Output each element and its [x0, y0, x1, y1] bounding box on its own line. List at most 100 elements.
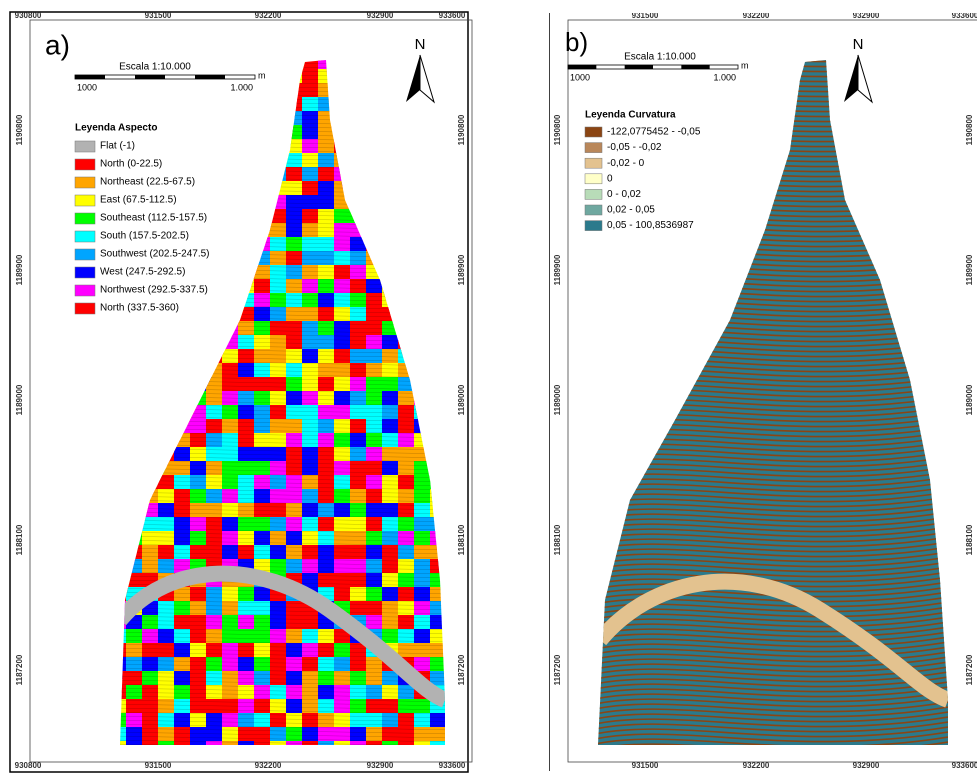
x-coordinate-label: 932900 — [367, 761, 394, 770]
scale-right-label: 1.000 — [713, 72, 736, 82]
x-coordinate-label: 930800 — [15, 761, 42, 770]
y-coordinate-label: 1188100 — [553, 524, 562, 555]
aspect-patch — [366, 699, 383, 714]
y-coordinate-label: 1189900 — [15, 254, 24, 285]
aspect-patch — [190, 489, 207, 503]
scale-segment — [135, 75, 165, 79]
legend-label: Northwest (292.5-337.5) — [100, 285, 208, 296]
legend-label: Northeast (22.5-67.5) — [100, 177, 195, 188]
legend-swatch — [75, 141, 95, 152]
x-coordinate-label: 933600 — [439, 11, 466, 20]
x-coordinate-label: 931500 — [145, 11, 172, 20]
x-coordinate-label: 931500 — [145, 761, 172, 770]
y-coordinate-label: 1189000 — [553, 384, 562, 415]
legend-swatch — [585, 127, 602, 137]
scale-segment — [195, 75, 225, 79]
map-panel: 930800 931500 932200 932900 933600 930800 9315… — [10, 11, 472, 772]
scale-unit: m — [741, 60, 749, 70]
legend-label: 0 — [607, 173, 613, 184]
legend-label: Flat (-1) — [100, 141, 135, 152]
scale-segment — [625, 65, 653, 69]
x-coordinate-label: 931500 — [632, 11, 659, 20]
aspect-patch — [350, 321, 368, 335]
aspect-patch — [286, 447, 303, 463]
aspect-patch — [158, 629, 177, 644]
aspect-patch — [334, 671, 352, 685]
scale-segment — [75, 75, 105, 79]
y-coordinate-label: 1187200 — [457, 654, 466, 685]
y-coordinate-label: 1188100 — [15, 524, 24, 555]
scale-left-label: 1000 — [77, 82, 97, 92]
legend-label: 0,02 - 0,05 — [607, 205, 655, 216]
y-coordinate-label: 1189000 — [965, 384, 974, 415]
scale-right-label: 1.000 — [230, 82, 253, 92]
scale-segment — [681, 65, 709, 69]
aspect-patch — [366, 727, 384, 741]
y-coordinate-label: 1190800 — [553, 114, 562, 145]
aspect-patch — [318, 475, 335, 491]
legend-swatch — [75, 159, 95, 170]
aspect-patch — [270, 699, 287, 714]
scale-unit: m — [258, 70, 266, 80]
aspect-patch — [238, 699, 256, 715]
aspect-patch — [206, 629, 223, 643]
y-coordinate-label: 1188100 — [457, 524, 466, 555]
y-coordinate-label: 1187200 — [15, 654, 24, 685]
aspect-patch — [350, 265, 368, 281]
aspect-patch — [286, 251, 304, 267]
x-coordinate-label: 933600 — [952, 11, 977, 20]
aspect-patch — [270, 307, 286, 322]
legend-swatch — [75, 195, 95, 206]
aspect-patch — [254, 517, 271, 531]
x-coordinate-label: 930800 — [15, 11, 42, 20]
legend-label: Southwest (202.5-247.5) — [100, 249, 210, 260]
legend-label: North (337.5-360) — [100, 303, 179, 314]
legend-title: Leyenda Aspecto — [75, 123, 157, 134]
aspect-patch — [142, 629, 159, 644]
x-coordinate-label: 932900 — [853, 761, 880, 770]
legend-label: West (247.5-292.5) — [100, 267, 185, 278]
aspect-patch — [414, 517, 432, 533]
panel-label: a) — [45, 29, 70, 60]
legend-label: 0,05 - 100,8536987 — [607, 220, 694, 231]
legend-label: North (0-22.5) — [100, 159, 162, 170]
aspect-patch — [254, 321, 272, 336]
legend-label: -122,0775452 - -0,05 — [607, 127, 701, 138]
legend-swatch — [585, 174, 602, 184]
legend-label: Southeast (112.5-157.5) — [100, 213, 207, 224]
x-coordinate-label: 931500 — [632, 761, 659, 770]
aspect-patch — [254, 433, 272, 448]
x-coordinate-label: 932900 — [367, 11, 394, 20]
legend-label: East (67.5-112.5) — [100, 195, 177, 206]
aspect-patch — [270, 265, 286, 281]
legend-label: South (157.5-202.5) — [100, 231, 189, 242]
scale-title: Escala 1:10.000 — [119, 62, 191, 73]
y-coordinate-label: 1189900 — [457, 254, 466, 285]
legend-label: -0,05 - -0,02 — [607, 142, 662, 153]
legend-swatch — [585, 189, 602, 199]
aspect-patch — [318, 279, 336, 293]
legend-title: Leyenda Curvatura — [585, 110, 676, 121]
scale-title: Escala 1:10.000 — [624, 52, 696, 63]
legend-swatch — [75, 231, 95, 242]
x-coordinate-label: 932200 — [255, 761, 282, 770]
legend-swatch — [585, 221, 602, 231]
aspect-patch — [206, 657, 223, 671]
aspect-patch — [302, 643, 320, 658]
y-coordinate-label: 1189000 — [15, 384, 24, 415]
y-coordinate-label: 1189900 — [965, 254, 974, 285]
legend-swatch — [585, 143, 602, 153]
figure: 930800 931500 932200 932900 933600 930800 9315… — [0, 0, 977, 784]
north-label: N — [415, 36, 426, 53]
legend-swatch — [75, 267, 95, 278]
x-coordinate-label: 933600 — [952, 761, 977, 770]
y-coordinate-label: 1188100 — [965, 524, 974, 555]
x-coordinate-label: 932200 — [743, 761, 770, 770]
y-coordinate-label: 1190800 — [457, 114, 466, 145]
legend-swatch — [75, 249, 95, 260]
north-label: N — [853, 36, 864, 53]
legend-swatch — [75, 285, 95, 296]
legend-swatch — [75, 303, 95, 314]
scale-segment — [568, 65, 596, 69]
legend-label: 0 - 0,02 — [607, 189, 641, 200]
